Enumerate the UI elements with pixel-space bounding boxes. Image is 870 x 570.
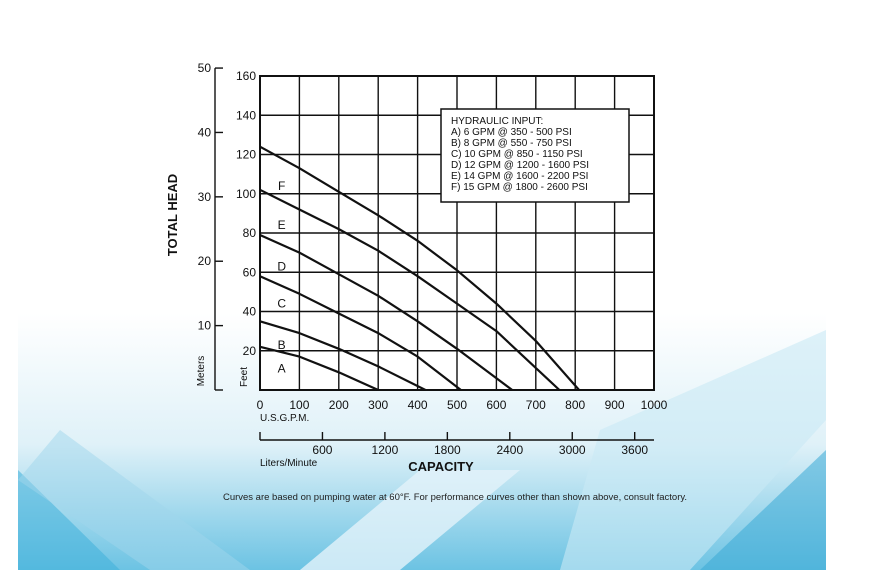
x-tick-label: 300 bbox=[368, 398, 388, 412]
x-tick-label: 0 bbox=[257, 398, 264, 412]
legend: HYDRAULIC INPUT: A) 6 GPM @ 350 - 500 PS… bbox=[440, 108, 630, 203]
y-tick-label: 60 bbox=[243, 265, 257, 279]
meters-tick-label: 50 bbox=[198, 61, 212, 75]
curve-label-c: C bbox=[277, 297, 286, 311]
curve-label-b: B bbox=[278, 338, 286, 352]
y-tick-label: 100 bbox=[236, 187, 256, 201]
liters-tick-label: 1200 bbox=[372, 443, 399, 457]
curve-label-d: D bbox=[277, 259, 286, 273]
curve-a bbox=[259, 345, 379, 392]
gpm-tick-labels: 0 100 200 300 400 500 600 700 800 900 1000 bbox=[257, 398, 668, 412]
meters-axis: 10 20 30 40 50 bbox=[198, 61, 223, 391]
performance-curves: AB C D E F bbox=[259, 145, 580, 392]
curve-e bbox=[259, 188, 561, 391]
liters-tick-label: 3600 bbox=[621, 443, 648, 457]
legend-item-f: F) 15 GPM @ 1800 - 2600 PSI bbox=[451, 182, 588, 193]
legend-item-b: B) 8 GPM @ 550 - 750 PSI bbox=[451, 138, 572, 149]
curve-label-a: A bbox=[278, 361, 286, 375]
curve-label-f: F bbox=[278, 179, 285, 193]
liters-tick-label: 1800 bbox=[434, 443, 461, 457]
feet-tick-labels: 20 40 60 80 100 120 140 160 bbox=[236, 69, 256, 358]
y-axis-title: TOTAL HEAD bbox=[165, 174, 180, 256]
meters-tick-label: 20 bbox=[198, 254, 212, 268]
x-tick-label: 600 bbox=[486, 398, 506, 412]
y-tick-label: 80 bbox=[243, 226, 257, 240]
curve-label-e: E bbox=[278, 218, 286, 232]
x-tick-label: 1000 bbox=[641, 398, 668, 412]
meters-tick-label: 10 bbox=[198, 319, 212, 333]
y-tick-label: 140 bbox=[236, 108, 256, 122]
curve-b bbox=[259, 320, 426, 391]
y-tick-label: 120 bbox=[236, 148, 256, 162]
liters-unit-label: Liters/Minute bbox=[260, 458, 318, 469]
liters-tick-label: 600 bbox=[312, 443, 332, 457]
legend-item-d: D) 12 GPM @ 1200 - 1600 PSI bbox=[451, 160, 589, 171]
y-tick-label: 40 bbox=[243, 305, 257, 319]
legend-title: HYDRAULIC INPUT: bbox=[451, 116, 543, 127]
y-tick-label: 20 bbox=[243, 344, 257, 358]
feet-unit-label: Feet bbox=[239, 367, 250, 387]
meters-tick-label: 30 bbox=[198, 190, 212, 204]
legend-item-a: A) 6 GPM @ 350 - 500 PSI bbox=[451, 127, 572, 138]
liters-tick-label: 2400 bbox=[496, 443, 523, 457]
meters-tick-label: 40 bbox=[198, 125, 212, 139]
curve-d bbox=[259, 233, 513, 391]
footnote: Curves are based on pumping water at 60°… bbox=[223, 492, 687, 503]
x-tick-label: 700 bbox=[526, 398, 546, 412]
curve-c bbox=[259, 275, 462, 391]
x-tick-label: 800 bbox=[565, 398, 585, 412]
liters-axis: 600 1200 1800 2400 3000 3600 bbox=[259, 432, 654, 457]
x-tick-label: 400 bbox=[408, 398, 428, 412]
meters-unit-label: Meters bbox=[196, 356, 207, 387]
curve-f bbox=[259, 145, 580, 391]
liters-tick-label: 3000 bbox=[559, 443, 586, 457]
x-axis-title: CAPACITY bbox=[408, 459, 474, 474]
x-tick-label: 200 bbox=[329, 398, 349, 412]
x-tick-label: 100 bbox=[289, 398, 309, 412]
gpm-unit-label: U.S.G.P.M. bbox=[260, 413, 309, 424]
x-tick-label: 900 bbox=[605, 398, 625, 412]
y-tick-label: 160 bbox=[236, 69, 256, 83]
legend-item-c: C) 10 GPM @ 850 - 1150 PSI bbox=[451, 149, 583, 160]
x-tick-label: 500 bbox=[447, 398, 467, 412]
legend-item-e: E) 14 GPM @ 1600 - 2200 PSI bbox=[451, 171, 588, 182]
